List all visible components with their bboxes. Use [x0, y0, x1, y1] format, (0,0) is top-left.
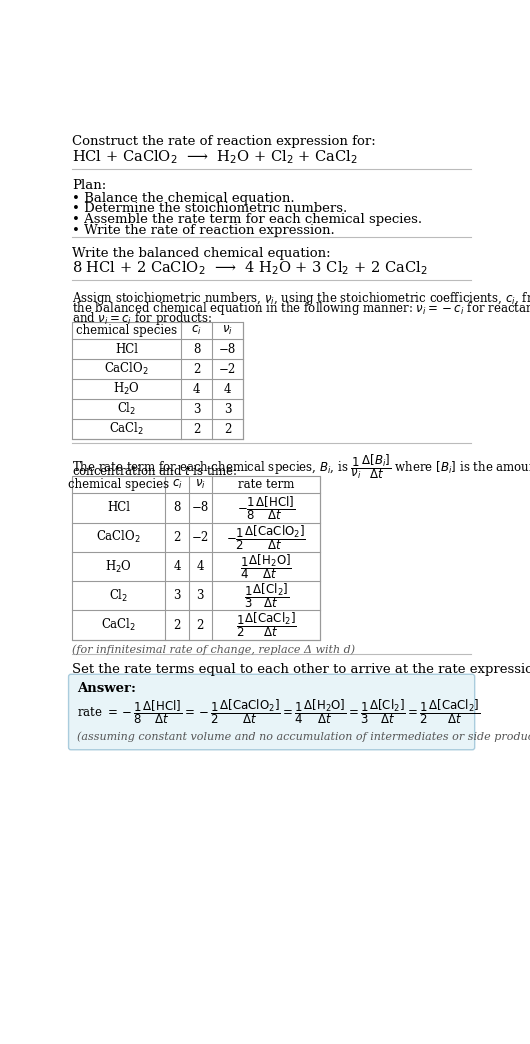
- Text: $-\dfrac{1}{8}\dfrac{\Delta[\mathrm{HCl}]}{\Delta t}$: $-\dfrac{1}{8}\dfrac{\Delta[\mathrm{HCl}…: [237, 494, 295, 522]
- Text: CaCl$_2$: CaCl$_2$: [109, 422, 144, 437]
- Text: $\nu_i$: $\nu_i$: [195, 478, 206, 492]
- Text: Cl$_2$: Cl$_2$: [117, 401, 136, 418]
- Text: (assuming constant volume and no accumulation of intermediates or side products): (assuming constant volume and no accumul…: [77, 731, 530, 742]
- Text: • Determine the stoichiometric numbers.: • Determine the stoichiometric numbers.: [73, 203, 348, 215]
- Text: 2: 2: [173, 618, 181, 632]
- Text: 4: 4: [197, 560, 204, 573]
- Text: 2: 2: [193, 423, 200, 436]
- Text: −8: −8: [192, 501, 209, 515]
- Text: 4: 4: [173, 560, 181, 573]
- Text: Assign stoichiometric numbers, $\nu_i$, using the stoichiometric coefficients, $: Assign stoichiometric numbers, $\nu_i$, …: [73, 290, 530, 307]
- Text: Construct the rate of reaction expression for:: Construct the rate of reaction expressio…: [73, 135, 376, 147]
- Text: Plan:: Plan:: [73, 180, 107, 192]
- Bar: [73, 476, 321, 640]
- Text: Cl$_2$: Cl$_2$: [109, 588, 129, 603]
- Text: • Assemble the rate term for each chemical species.: • Assemble the rate term for each chemic…: [73, 213, 422, 227]
- Text: 3: 3: [224, 403, 231, 416]
- Text: −8: −8: [219, 342, 236, 356]
- Text: −2: −2: [192, 530, 209, 544]
- Text: (for infinitesimal rate of change, replace Δ with d): (for infinitesimal rate of change, repla…: [73, 644, 356, 655]
- Text: 8: 8: [173, 501, 181, 515]
- Text: 3: 3: [173, 589, 181, 602]
- Text: $c_i$: $c_i$: [191, 325, 202, 337]
- Text: rate $= -\dfrac{1}{8}\dfrac{\Delta[\mathrm{HCl}]}{\Delta t} = -\dfrac{1}{2}\dfra: rate $= -\dfrac{1}{8}\dfrac{\Delta[\math…: [77, 697, 481, 727]
- Text: the balanced chemical equation in the following manner: $\nu_i = -c_i$ for react: the balanced chemical equation in the fo…: [73, 300, 530, 317]
- Bar: [73, 323, 243, 440]
- Text: 3: 3: [197, 589, 204, 602]
- Text: CaClO$_2$: CaClO$_2$: [96, 529, 142, 545]
- Text: and $\nu_i = c_i$ for products:: and $\nu_i = c_i$ for products:: [73, 310, 213, 327]
- Text: $-\dfrac{1}{2}\dfrac{\Delta[\mathrm{CaClO_2}]}{\Delta t}$: $-\dfrac{1}{2}\dfrac{\Delta[\mathrm{CaCl…: [226, 523, 306, 551]
- Text: −2: −2: [219, 363, 236, 376]
- Text: 4: 4: [193, 383, 200, 396]
- Text: Set the rate terms equal to each other to arrive at the rate expression:: Set the rate terms equal to each other t…: [73, 663, 530, 675]
- Text: CaClO$_2$: CaClO$_2$: [104, 361, 149, 378]
- Text: • Balance the chemical equation.: • Balance the chemical equation.: [73, 191, 295, 205]
- Text: chemical species: chemical species: [76, 325, 177, 337]
- Text: $\dfrac{1}{2}\dfrac{\Delta[\mathrm{CaCl_2}]}{\Delta t}$: $\dfrac{1}{2}\dfrac{\Delta[\mathrm{CaCl_…: [236, 611, 297, 639]
- Text: $\nu_i$: $\nu_i$: [222, 325, 233, 337]
- Text: 2: 2: [197, 618, 204, 632]
- Text: Write the balanced chemical equation:: Write the balanced chemical equation:: [73, 247, 331, 260]
- Text: 4: 4: [224, 383, 231, 396]
- Text: $c_i$: $c_i$: [172, 478, 182, 492]
- FancyBboxPatch shape: [68, 674, 475, 750]
- Text: rate term: rate term: [238, 478, 294, 492]
- Text: Answer:: Answer:: [77, 682, 136, 695]
- Text: $\dfrac{1}{4}\dfrac{\Delta[\mathrm{H_2O}]}{\Delta t}$: $\dfrac{1}{4}\dfrac{\Delta[\mathrm{H_2O}…: [240, 552, 292, 580]
- Text: concentration and $t$ is time:: concentration and $t$ is time:: [73, 465, 238, 478]
- Text: 2: 2: [224, 423, 231, 436]
- Text: 8 HCl + 2 CaClO$_2$  ⟶  4 H$_2$O + 3 Cl$_2$ + 2 CaCl$_2$: 8 HCl + 2 CaClO$_2$ ⟶ 4 H$_2$O + 3 Cl$_2…: [73, 259, 428, 277]
- Text: CaCl$_2$: CaCl$_2$: [101, 617, 137, 633]
- Text: 2: 2: [173, 530, 181, 544]
- Text: H$_2$O: H$_2$O: [113, 381, 140, 398]
- Text: 8: 8: [193, 342, 200, 356]
- Text: HCl: HCl: [115, 342, 138, 356]
- Text: chemical species: chemical species: [68, 478, 170, 492]
- Text: • Write the rate of reaction expression.: • Write the rate of reaction expression.: [73, 223, 335, 237]
- Text: HCl: HCl: [108, 501, 130, 515]
- Text: HCl + CaClO$_2$  ⟶  H$_2$O + Cl$_2$ + CaCl$_2$: HCl + CaClO$_2$ ⟶ H$_2$O + Cl$_2$ + CaCl…: [73, 148, 358, 166]
- Text: 3: 3: [193, 403, 200, 416]
- Text: H$_2$O: H$_2$O: [105, 559, 132, 574]
- Text: The rate term for each chemical species, $B_i$, is $\dfrac{1}{\nu_i}\dfrac{\Delt: The rate term for each chemical species,…: [73, 452, 530, 480]
- Text: $\dfrac{1}{3}\dfrac{\Delta[\mathrm{Cl_2}]}{\Delta t}$: $\dfrac{1}{3}\dfrac{\Delta[\mathrm{Cl_2}…: [243, 582, 289, 610]
- Text: 2: 2: [193, 363, 200, 376]
